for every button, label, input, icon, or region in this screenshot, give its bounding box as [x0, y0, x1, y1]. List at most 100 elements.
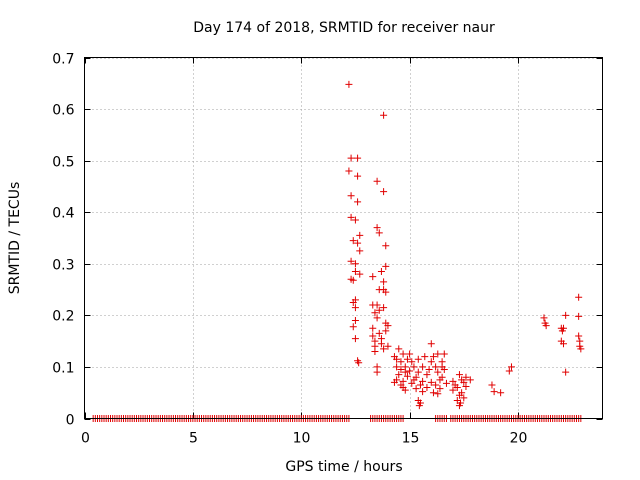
data-point [575, 312, 583, 320]
data-point [425, 366, 433, 374]
data-point [423, 384, 431, 392]
x-tick-label: 15 [402, 431, 420, 447]
data-point [453, 384, 461, 392]
data-point [375, 229, 383, 237]
x-tick-label: 10 [293, 431, 311, 447]
data-point [427, 378, 435, 386]
data-point [377, 268, 385, 276]
data-point [354, 172, 362, 180]
data-point [373, 177, 381, 185]
data-point [382, 288, 390, 296]
data-point [349, 323, 357, 331]
data-point [466, 376, 474, 384]
data-point [462, 383, 470, 391]
data-point [412, 385, 420, 393]
chart-title: Day 174 of 2018, SRMTID for receiver nau… [193, 20, 495, 36]
y-tick-label: 0.1 [52, 361, 74, 377]
data-point [384, 322, 392, 330]
data-point [562, 368, 570, 376]
data-point [497, 389, 505, 397]
data-point [403, 372, 411, 380]
data-point [380, 304, 388, 312]
data-point [380, 188, 388, 196]
data-point [436, 376, 444, 384]
x-tick-label: 20 [510, 431, 528, 447]
data-point [397, 366, 405, 374]
data-point [575, 293, 583, 301]
data-point [558, 327, 566, 335]
data-point [345, 167, 353, 175]
data-point [356, 231, 364, 239]
data-point [349, 298, 357, 306]
data-point [351, 268, 359, 276]
data-point [347, 257, 355, 265]
data-point [406, 367, 414, 375]
data-point [349, 276, 357, 284]
data-point [455, 402, 463, 410]
y-tick-label: 0 [66, 413, 75, 429]
x-tick-label: 0 [81, 431, 90, 447]
data-point [488, 381, 496, 389]
data-point [415, 402, 423, 410]
data-point [427, 340, 435, 348]
data-point [410, 376, 418, 384]
data-point [401, 386, 409, 394]
data-point [373, 224, 381, 232]
data-point [395, 371, 403, 379]
data-point [351, 260, 359, 268]
data-point [462, 373, 470, 381]
data-point [345, 80, 353, 88]
data-point [382, 327, 390, 335]
x-tick-labels: 0 5 10 15 20 [81, 431, 527, 447]
data-point [384, 342, 392, 350]
data-point [419, 388, 427, 396]
data-point [349, 237, 357, 245]
data-point [373, 368, 381, 376]
data-point [347, 154, 355, 162]
data-point [540, 314, 548, 322]
data-point [399, 350, 407, 358]
data-point [373, 301, 381, 309]
data-point [440, 350, 448, 358]
data-point [375, 306, 383, 314]
data-point [423, 371, 431, 379]
data-point [399, 377, 407, 385]
data-point [356, 270, 364, 278]
data-point [354, 154, 362, 162]
data-point [371, 309, 379, 317]
data-point [380, 278, 388, 286]
data-point [421, 353, 429, 361]
data-point [442, 379, 450, 387]
data-point [397, 358, 405, 366]
plot-frame [84, 57, 603, 419]
data-point [429, 353, 437, 361]
data-point [375, 329, 383, 337]
data-point [351, 304, 359, 312]
data-point [377, 340, 385, 348]
data-point [562, 311, 570, 319]
data-point [432, 363, 440, 371]
data-point [369, 332, 377, 340]
data-point [460, 394, 468, 402]
data-point [490, 388, 498, 396]
data-point [351, 317, 359, 325]
data-point [436, 385, 444, 393]
data-points [89, 80, 585, 422]
y-axis-label: SRMTID / TECUs [7, 182, 23, 295]
data-point [414, 355, 422, 363]
data-point [351, 216, 359, 224]
data-point [575, 332, 583, 340]
data-point [419, 377, 427, 385]
data-point [354, 239, 362, 247]
data-point [460, 378, 468, 386]
data-point [395, 345, 403, 353]
data-point [577, 345, 585, 353]
grid-lines [84, 57, 603, 419]
data-point [507, 363, 515, 371]
data-point [432, 381, 440, 389]
data-point [347, 213, 355, 221]
axis-ticks [84, 57, 603, 420]
data-point [380, 111, 388, 119]
data-point [419, 363, 427, 371]
